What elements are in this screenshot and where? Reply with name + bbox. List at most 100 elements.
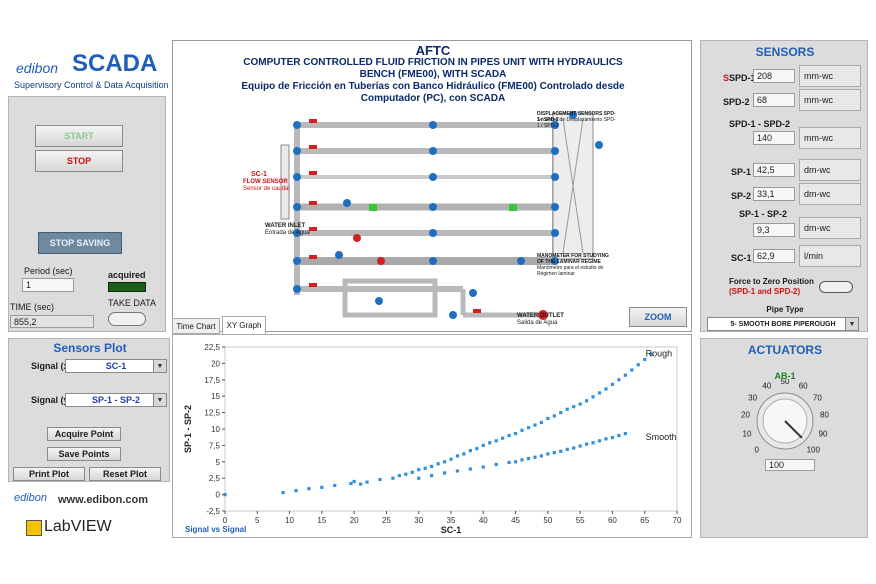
data-point — [559, 449, 563, 453]
spd1-label: SSPD-1 — [723, 73, 756, 83]
data-point — [501, 436, 505, 440]
data-point — [468, 467, 472, 471]
knob-scale-label: 60 — [799, 381, 808, 390]
data-point — [391, 476, 395, 480]
force-zero-sub: (SPD-1 and SPD-2) — [729, 287, 801, 296]
signal-y-select[interactable]: SP-1 - SP-2 ▼ — [65, 393, 167, 407]
signal-x-value: SC-1 — [105, 361, 127, 371]
zoom-button[interactable]: ZOOM — [629, 307, 687, 327]
x-tick-label: 5 — [255, 516, 260, 525]
data-point — [359, 482, 363, 486]
displacement-label: DISPLACEMENT SENSORS SPD-1 / SPD-2 — [537, 111, 616, 123]
data-point — [597, 439, 602, 443]
knob-scale-label: 100 — [807, 445, 821, 454]
flow-sensor-es-label: Sensor de caudal — [243, 186, 290, 192]
data-point — [520, 458, 524, 462]
plot-area — [224, 346, 678, 512]
acquire-point-button[interactable]: Acquire Point — [47, 427, 121, 441]
reset-plot-button[interactable]: Reset Plot — [89, 467, 161, 481]
knob-scale-label: 30 — [748, 393, 757, 402]
save-points-button[interactable]: Save Points — [47, 447, 121, 461]
data-point — [442, 460, 447, 464]
ab1-knob[interactable]: 010 20 30 40 50 60 70 80 90 100 — [701, 379, 869, 479]
data-point — [610, 382, 615, 386]
brand-subtitle: Supervisory Control & Data Acquisition — [14, 80, 169, 90]
chevron-down-icon[interactable]: ▼ — [845, 318, 858, 330]
x-tick-label: 0 — [223, 516, 228, 525]
ab1-value[interactable]: 100 — [765, 459, 815, 471]
pipe-type-value: 5- SMOOTH BORE PIPEROUGH — [730, 320, 836, 328]
data-point — [604, 387, 608, 391]
tab-xy-graph[interactable]: XY Graph — [222, 316, 266, 334]
data-point — [604, 437, 608, 441]
footer-web: www.edibon.com — [58, 494, 149, 506]
x-tick-label: 70 — [673, 516, 682, 525]
data-point — [481, 443, 485, 447]
x-tick-label: 45 — [511, 516, 520, 525]
series-annotation: Smooth — [646, 432, 677, 442]
actuators-panel: ACTUATORS AB-1 0 10 20 30 40 50 60 70 80 90 100 10… — [700, 338, 868, 538]
ab1-label: AB-1 — [774, 371, 796, 381]
stop-button[interactable]: STOP — [35, 150, 123, 172]
print-plot-button[interactable]: Print Plot — [13, 467, 85, 481]
x-tick-label: 50 — [543, 516, 552, 525]
data-point — [565, 447, 569, 451]
pipe-type-select[interactable]: 5- SMOOTH BORE PIPEROUGH ▼ — [707, 317, 859, 331]
data-point — [643, 357, 647, 362]
x-tick-label: 55 — [576, 516, 585, 525]
logo-edibon: edibon — [16, 60, 59, 76]
y-tick-label: 22,5 — [204, 343, 220, 352]
header-line3: Equipo de Fricción en Tuberías con Banco… — [241, 81, 625, 92]
data-point — [591, 395, 595, 399]
start-button[interactable]: START — [35, 125, 123, 147]
data-point — [417, 476, 421, 480]
data-point — [494, 439, 498, 443]
data-point — [623, 373, 627, 377]
signal-x-select[interactable]: SC-1 ▼ — [65, 359, 167, 373]
data-point — [513, 431, 518, 436]
take-data-label: TAKE DATA — [108, 298, 157, 308]
data-point — [455, 469, 460, 473]
data-point — [526, 456, 531, 461]
x-tick-label: 35 — [447, 516, 456, 525]
stop-saving-button[interactable]: STOP SAVING — [38, 232, 122, 254]
data-point — [533, 423, 537, 427]
data-point — [572, 405, 576, 409]
sp2-unit: dm-wc — [799, 183, 861, 205]
logo-scada: SCADA — [72, 50, 158, 77]
x-tick-label: 60 — [608, 516, 617, 525]
data-point — [520, 428, 524, 432]
y-tick-label: 20 — [211, 359, 220, 368]
tab-time-chart[interactable]: Time Chart — [172, 318, 220, 334]
data-point — [526, 426, 531, 430]
period-input[interactable]: 1 — [22, 278, 74, 292]
sp1-value: 42,5 — [753, 163, 795, 177]
y-tick-label: 17,5 — [204, 376, 220, 385]
manometer-label: MANOMETER FOR STUDYING OF THE LAMINAR RE… — [537, 253, 609, 265]
spd1-unit: mm-wc — [799, 65, 861, 87]
x-axis-label: SC-1 — [441, 525, 462, 535]
signal-y-label: Signal (y) — [31, 395, 72, 405]
chevron-down-icon[interactable]: ▼ — [153, 360, 166, 372]
data-point — [281, 491, 285, 495]
data-point — [630, 368, 634, 372]
time-label: TIME (sec) — [10, 302, 54, 312]
data-point — [572, 446, 576, 450]
data-point — [462, 452, 466, 456]
labview-icon — [26, 520, 42, 536]
water-outlet-es-label: Salida de Agua — [517, 320, 558, 326]
sc1-label: SC-1 — [251, 171, 267, 178]
data-point — [636, 363, 640, 367]
data-point — [436, 462, 440, 466]
data-point — [378, 477, 382, 482]
sc1-value: 62,9 — [753, 249, 795, 263]
chevron-down-icon[interactable]: ▼ — [153, 394, 166, 406]
take-data-toggle[interactable] — [108, 312, 146, 326]
x-tick-label: 30 — [414, 516, 423, 525]
data-point — [585, 442, 589, 446]
tab-time-chart-label: Time Chart — [176, 321, 216, 331]
y-tick-label: 12,5 — [204, 409, 220, 418]
force-zero-toggle[interactable] — [819, 281, 853, 293]
water-inlet-es-label: Entrada de Agua — [265, 230, 310, 236]
x-tick-label: 10 — [285, 516, 294, 525]
